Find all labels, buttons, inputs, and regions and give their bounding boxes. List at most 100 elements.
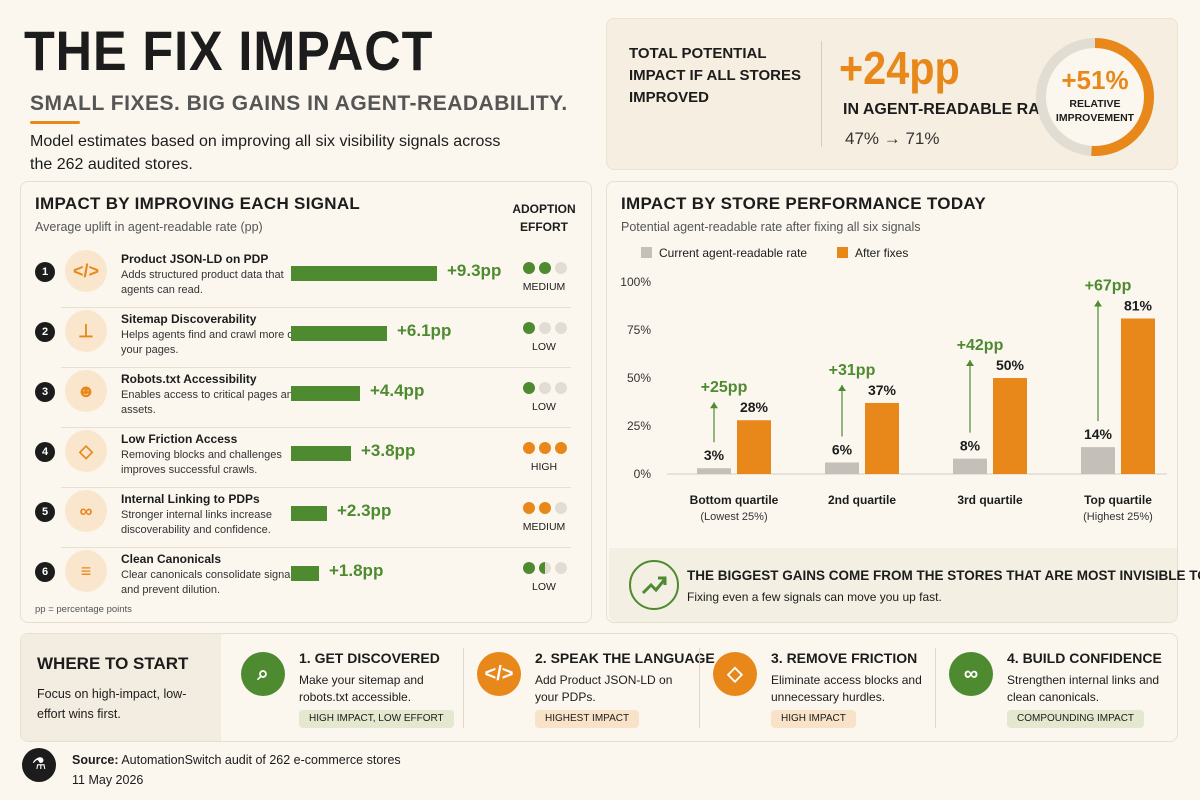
relative-improvement-label: RELATIVE IMPROVEMENT — [1055, 98, 1135, 124]
signal-value: +3.8pp — [361, 441, 416, 460]
signal-row: 6 ≡ Clean Canonicals Clear canonicals conso… — [21, 548, 591, 608]
step-text: Eliminate access blocks and unnecessary … — [771, 673, 922, 704]
value-label-after: 81% — [1124, 297, 1153, 313]
uplift-arrowhead — [1094, 300, 1102, 307]
gauge-fill — [1036, 38, 1154, 156]
value-label-after: 37% — [868, 382, 897, 398]
signal-description: Clear canonicals consolidate signals and… — [121, 569, 299, 596]
signal-value: +1.8pp — [329, 561, 384, 580]
value-label-current: 14% — [1084, 426, 1113, 442]
step-title: 2. SPEAK THE LANGUAGE — [535, 650, 715, 666]
category-label: 2nd quartile — [828, 493, 896, 507]
effort-dot — [523, 562, 535, 574]
effort-dot — [555, 262, 567, 274]
row-divider — [61, 547, 571, 548]
effort-dot — [523, 442, 535, 454]
effort-dot — [555, 562, 567, 574]
effort-header: ADOPTION EFFORT — [512, 202, 576, 234]
bar-current — [825, 462, 859, 474]
relative-improvement-gauge: +51% RELATIVE IMPROVEMENT — [1033, 35, 1157, 159]
effort-label: LOW — [532, 581, 556, 593]
uplift-arrowhead — [966, 360, 974, 366]
effort-dot — [555, 442, 567, 454]
effort-dot — [539, 502, 551, 514]
effort-dots — [523, 382, 567, 394]
signal-value: +4.4pp — [370, 381, 425, 400]
rate-label: IN AGENT-READABLE RATE — [843, 101, 1059, 118]
effort-label: HIGH — [530, 461, 558, 473]
signal-number: 1 — [35, 262, 55, 282]
uplift-label: +25pp — [701, 379, 748, 396]
effort-dot — [539, 262, 551, 274]
legend-after: After fixes — [837, 246, 908, 260]
step-text: Add Product JSON-LD on your PDPs. — [535, 673, 673, 704]
signal-row: 5 ∞ Internal Linking to PDPs Stronger inter… — [21, 488, 591, 548]
link-icon: ∞ — [949, 652, 993, 696]
link-icon: ∞ — [65, 490, 107, 532]
effort-label: MEDIUM — [522, 281, 566, 293]
uplift-label: +42pp — [957, 337, 1004, 354]
performance-title: IMPACT BY STORE PERFORMANCE TODAY — [621, 194, 987, 213]
category-sublabel: (Highest 25%) — [1083, 511, 1153, 523]
value-label-after: 50% — [996, 357, 1025, 373]
effort-dot — [555, 502, 567, 514]
step-card: ◇ 3. REMOVE FRICTION Eliminate access bloc… — [713, 634, 945, 741]
step-tag: HIGHEST IMPACT — [535, 710, 640, 728]
rate-change: 47% → 71% — [845, 129, 940, 148]
source-line: Source: AutomationSwitch audit of 262 e-… — [72, 753, 401, 767]
footnote: pp = percentage points — [35, 604, 132, 615]
signal-description: Removing blocks and challenges improves … — [121, 449, 282, 476]
signals-title: IMPACT BY IMPROVING EACH SIGNAL — [35, 194, 361, 213]
step-card: ∞ 4. BUILD CONFIDENCE Strengthen internal … — [949, 634, 1181, 741]
legend-swatch-current — [641, 247, 652, 258]
page-subtitle: SMALL FIXES. BIG GAINS IN AGENT-READABIL… — [30, 92, 568, 115]
effort-dot — [523, 502, 535, 514]
relative-improvement-value: +51% — [1061, 65, 1129, 95]
uplift-label: +31pp — [829, 362, 876, 379]
signal-name: Sitemap Discoverability — [121, 312, 257, 326]
shield-icon: ◇ — [713, 652, 757, 696]
effort-dot — [523, 262, 535, 274]
step-tag: HIGH IMPACT, LOW EFFORT — [299, 710, 454, 728]
bar-chart: 0% 25% 50% 75% 100% 3% 28% +25pp Bottom quartile… — [620, 275, 1167, 523]
row-divider — [61, 427, 571, 428]
signal-description: Enables access to critical pages and ass… — [121, 389, 299, 416]
bar-current — [1081, 447, 1115, 474]
page-title: THE FIX IMPACT — [24, 19, 434, 82]
performance-subtitle: Potential agent-readable rate after fixi… — [621, 220, 921, 234]
row-divider — [61, 487, 571, 488]
subtitle-underline — [30, 121, 80, 124]
signal-bar — [291, 326, 387, 341]
bar-current — [953, 458, 987, 474]
effort-dot — [539, 382, 551, 394]
effort-dot — [539, 442, 551, 454]
signal-number: 3 — [35, 382, 55, 402]
step-title: 4. BUILD CONFIDENCE — [1007, 650, 1162, 666]
value-label-current: 8% — [960, 438, 981, 454]
signals-subtitle: Average uplift in agent-readable rate (p… — [35, 220, 263, 234]
category-label: 3rd quartile — [957, 493, 1023, 507]
document-icon: ≡ — [65, 550, 107, 592]
step-tag: HIGH IMPACT — [771, 710, 856, 728]
robot-icon: ☻ — [65, 370, 107, 412]
signal-name: Low Friction Access — [121, 432, 238, 446]
step-card: </> 2. SPEAK THE LANGUAGE Add Product JSON… — [477, 634, 715, 741]
signals-card: IMPACT BY IMPROVING EACH SIGNAL Average … — [20, 181, 592, 623]
step-divider — [463, 648, 464, 728]
effort-label: MEDIUM — [522, 521, 566, 533]
legend-current: Current agent-readable rate — [641, 246, 807, 260]
legend-label-after: After fixes — [855, 246, 909, 260]
signal-name: Internal Linking to PDPs — [121, 492, 260, 506]
signal-value: +2.3pp — [337, 501, 392, 520]
code-icon: </> — [477, 652, 521, 696]
flask-icon: ⚗ — [22, 748, 56, 782]
y-tick-label: 25% — [627, 419, 651, 433]
signal-number: 5 — [35, 502, 55, 522]
effort-dot — [523, 322, 535, 334]
y-tick-label: 100% — [620, 275, 651, 289]
uplift-arrowhead — [838, 384, 846, 391]
callout-text: Fixing even a few signals can move you u… — [687, 590, 942, 604]
legend-label-current: Current agent-readable rate — [659, 246, 808, 260]
source-text: AutomationSwitch audit of 262 e-commerce… — [121, 753, 401, 767]
effort-dot — [555, 322, 567, 334]
